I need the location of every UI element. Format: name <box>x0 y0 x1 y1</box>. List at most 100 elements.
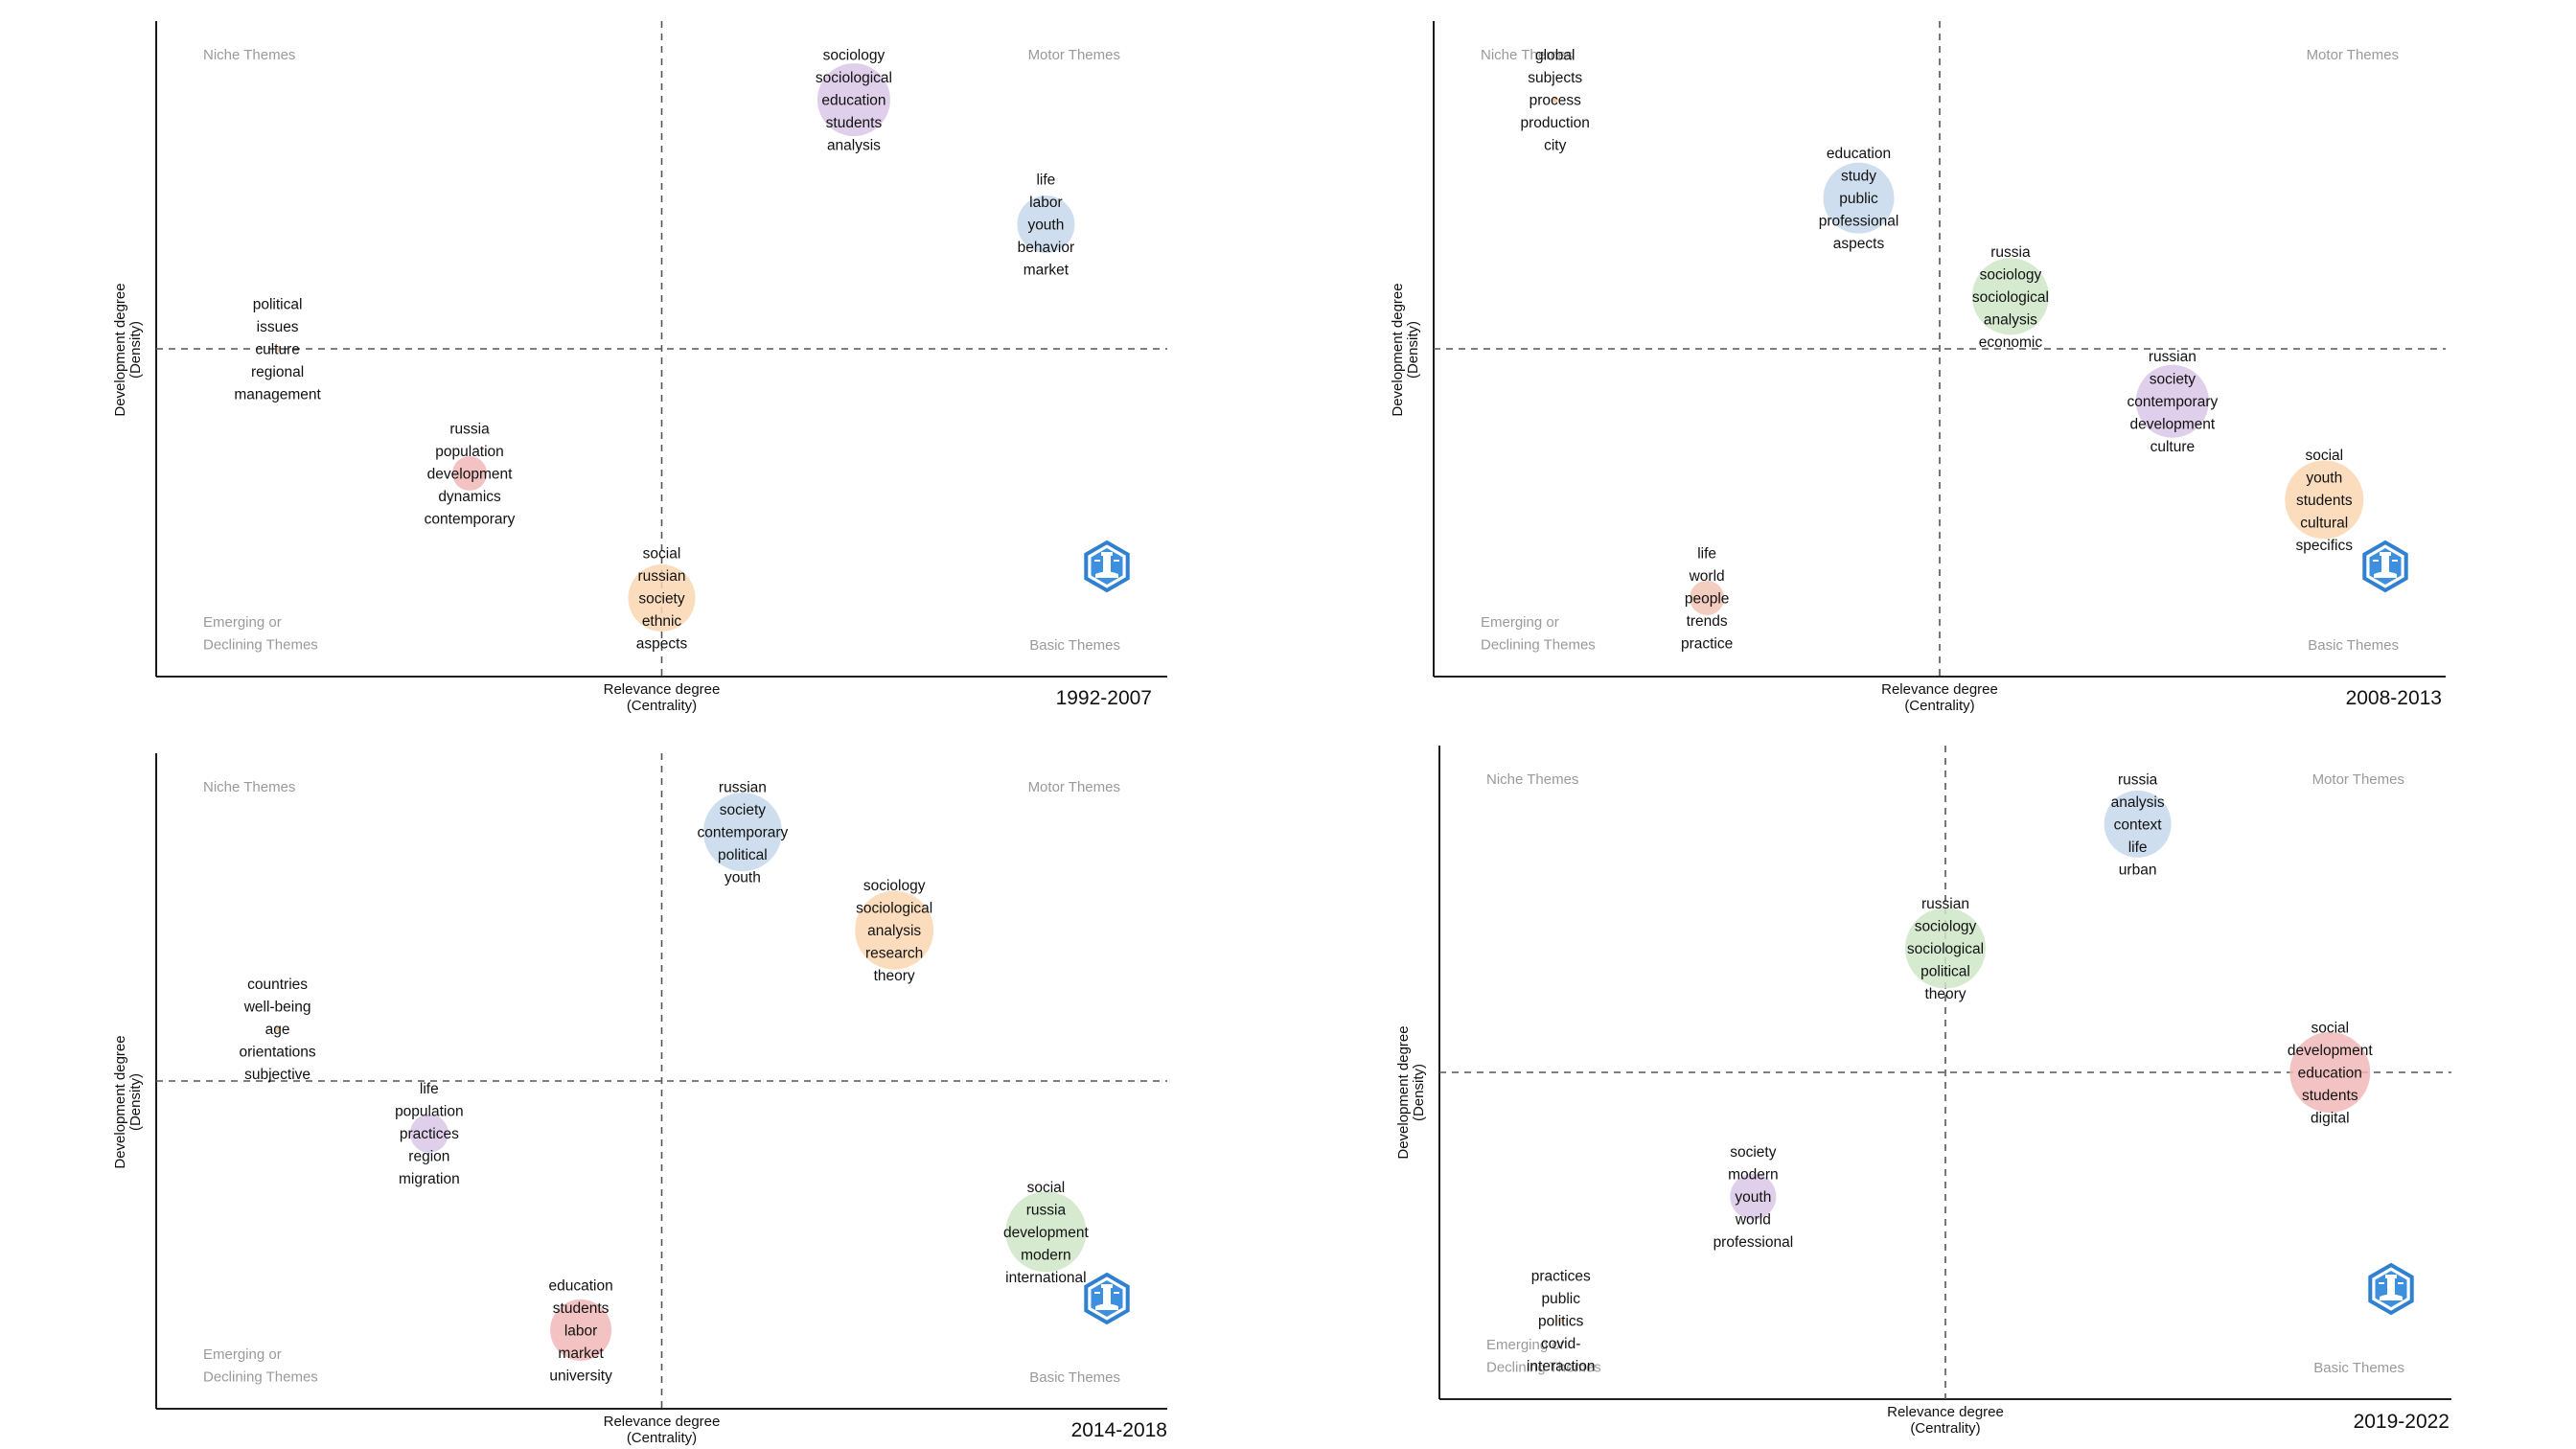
cluster-word-label: education <box>821 93 886 109</box>
x-axis-title: Relevance degree <box>1881 681 1998 698</box>
cluster-word-label: subjective <box>244 1067 310 1083</box>
quadrant-label-bottom-left: Emerging or <box>1486 1337 1565 1353</box>
biblioshiny-logo <box>2362 540 2408 593</box>
cluster-word-label: behavior <box>1018 240 1074 256</box>
cluster-word-label: practice <box>1681 635 1733 652</box>
cluster-word-label: study <box>1841 169 1876 185</box>
quadrant-label-bottom-right: Basic Themes <box>2308 637 2399 654</box>
cluster-word-label: market <box>558 1346 604 1362</box>
cluster-word-label: society <box>638 590 684 607</box>
cluster-word-label: countries <box>247 977 308 993</box>
cluster-word-label: society <box>1730 1144 1776 1161</box>
x-axis-subtitle: (Centrality) <box>1910 1420 1980 1437</box>
cluster-bubble <box>1005 1191 1087 1273</box>
cluster-word-label: management <box>234 387 321 403</box>
cluster-word-label: youth <box>1735 1189 1771 1206</box>
biblioshiny-logo <box>1084 1272 1130 1325</box>
quadrant-label-bottom-right: Basic Themes <box>2313 1360 2404 1376</box>
cluster-word-label: issues <box>257 319 299 335</box>
cluster-word-label: russia <box>1990 244 2031 261</box>
cluster-word-label: political <box>718 847 768 863</box>
cluster-word-label: russian <box>1921 896 1969 912</box>
cluster-word-label: sociology <box>1915 918 1977 934</box>
quadrant-label-bottom-left: Emerging or <box>203 614 282 631</box>
quadrant-label-top-right: Motor Themes <box>1028 47 1120 63</box>
x-axis-title: Relevance degree <box>604 1414 721 1430</box>
biblioshiny-logo <box>2368 1262 2414 1316</box>
cluster-word-label: digital <box>2311 1111 2350 1127</box>
quadrant-label-top-right: Motor Themes <box>2307 47 2399 63</box>
cluster-word-label: sociological <box>1907 941 1984 957</box>
cluster-bubble <box>1823 162 1895 234</box>
cluster-word-label: sociology <box>823 48 886 64</box>
quadrant-label-bottom-left: Emerging or <box>1481 614 1559 631</box>
quadrant-label-bottom-left: Declining Themes <box>1486 1360 1601 1376</box>
cluster-word-label: sociological <box>816 70 892 86</box>
y-axis-subtitle: (Density) <box>1405 321 1421 379</box>
cluster-word-label: development <box>1003 1225 1089 1241</box>
cluster-word-label: professional <box>1819 214 1899 230</box>
cluster-word-label: practices <box>400 1126 459 1142</box>
cluster-word-label: life <box>1697 545 1716 562</box>
cluster-word-label: students <box>2302 1088 2358 1104</box>
cluster-word-label: aspects <box>1833 236 1885 252</box>
quadrant-label-top-right: Motor Themes <box>1028 779 1120 795</box>
cluster-bubble <box>1905 908 1986 989</box>
cluster-word-label: social <box>643 545 681 562</box>
y-axis-title: Development degree <box>1395 1025 1412 1159</box>
quadrant-label-bottom-right: Basic Themes <box>1029 1369 1120 1386</box>
cluster-word-label: age <box>265 1022 290 1038</box>
cluster-word-label: students <box>826 115 883 131</box>
cluster-bubble <box>2289 1032 2371 1113</box>
cluster-word-label: modern <box>1728 1167 1779 1184</box>
cluster-word-label: practices <box>1531 1269 1591 1285</box>
quadrant-label-top-left: Niche Themes <box>203 47 295 63</box>
cluster-word-label: russian <box>2149 349 2196 365</box>
cluster-word-label: culture <box>255 342 300 358</box>
cluster-word-label: labor <box>564 1322 597 1339</box>
cluster-word-label: world <box>1735 1212 1771 1229</box>
y-axis-subtitle: (Density) <box>127 321 144 379</box>
cluster-word-label: life <box>1036 172 1055 189</box>
cluster-word-label: sociological <box>1972 289 2049 306</box>
cluster-word-label: well-being <box>243 999 311 1015</box>
cluster-bubble <box>274 346 281 352</box>
cluster-bubble <box>274 1025 281 1032</box>
cluster-word-label: sociological <box>856 901 932 917</box>
cluster-word-label: region <box>408 1149 449 1165</box>
cluster-word-label: youth <box>1027 218 1064 234</box>
cluster-word-label: russia <box>1026 1202 1067 1218</box>
cluster-word-label: culture <box>2150 439 2196 455</box>
cluster-word-label: politics <box>1538 1314 1584 1330</box>
cluster-word-label: cultural <box>2300 515 2348 531</box>
cluster-word-label: orientations <box>240 1044 316 1060</box>
cluster-word-label: modern <box>1021 1247 1071 1263</box>
cluster-word-label: contemporary <box>698 825 789 841</box>
biblioshiny-logo <box>1084 540 1130 593</box>
cluster-word-label: regional <box>251 364 304 380</box>
quadrant-label-top-right: Motor Themes <box>2312 771 2404 788</box>
cluster-word-label: russian <box>719 780 767 796</box>
cluster-bubble <box>2104 790 2172 858</box>
cluster-word-label: life <box>2128 840 2148 856</box>
cluster-bubble <box>1730 1173 1777 1220</box>
cluster-word-label: economic <box>1979 334 2043 351</box>
cluster-word-label: ethnic <box>642 613 682 630</box>
cluster-word-label: contemporary <box>2127 394 2218 410</box>
cluster-bubble <box>1552 97 1558 104</box>
cluster-word-label: process <box>1530 93 1582 109</box>
quadrant-label-top-left: Niche Themes <box>1481 47 1573 63</box>
period-label: 2008-2013 <box>2346 687 2442 709</box>
cluster-bubble <box>702 793 782 872</box>
cluster-word-label: social <box>2311 1021 2349 1037</box>
cluster-word-label: youth <box>724 870 761 886</box>
cluster-word-label: context <box>2114 816 2163 833</box>
cluster-word-label: sociology <box>1980 266 2042 283</box>
cluster-word-label: russian <box>638 568 686 585</box>
cluster-word-label: market <box>1024 263 1070 279</box>
cluster-word-label: theory <box>874 968 915 984</box>
cluster-word-label: population <box>395 1104 464 1120</box>
x-axis-title: Relevance degree <box>604 681 721 698</box>
cluster-word-label: theory <box>1924 986 1966 1002</box>
cluster-word-label: students <box>2296 493 2353 509</box>
